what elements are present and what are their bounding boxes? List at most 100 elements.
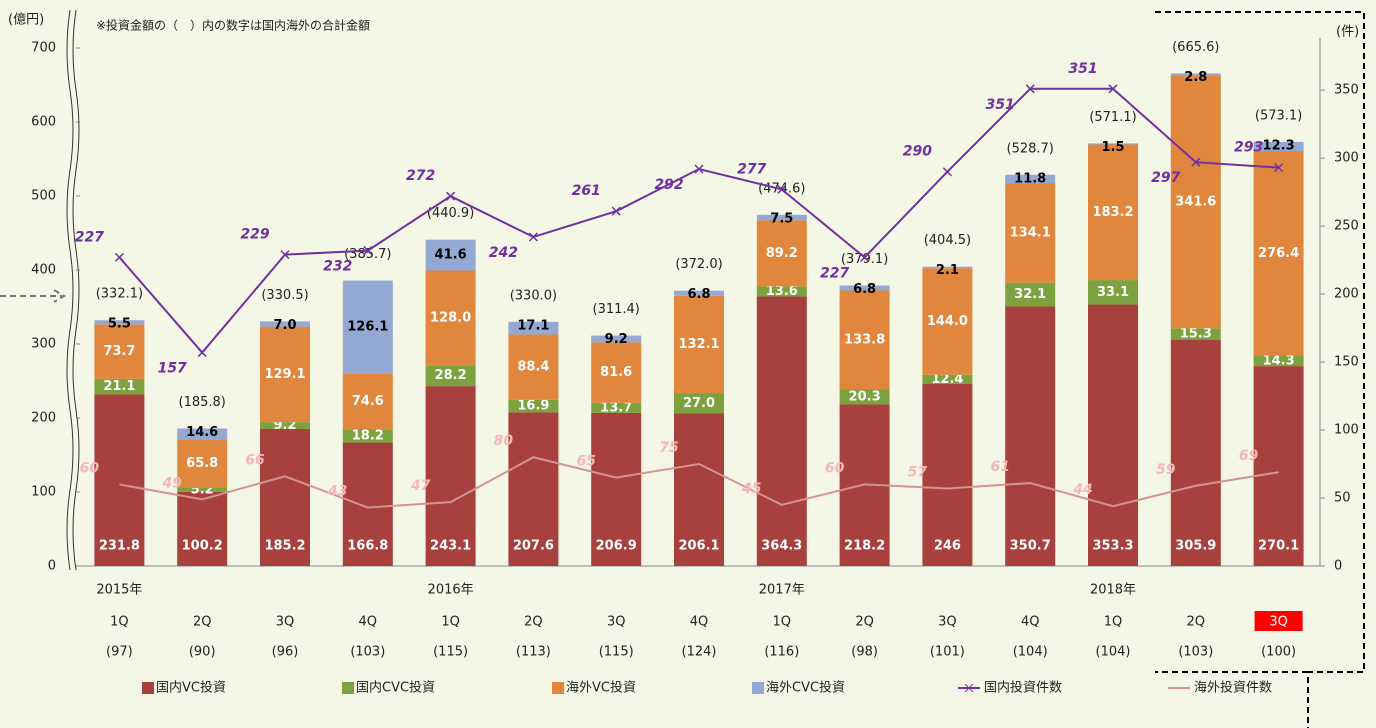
bar-value-label: 364.3 <box>761 539 802 554</box>
bar-segment <box>922 266 973 269</box>
line-marker <box>197 348 207 358</box>
legend-label: 国内投資件数 <box>984 680 1062 696</box>
line-value-label: 242 <box>489 245 518 261</box>
line-value-label: 157 <box>158 361 187 377</box>
legend-swatch <box>552 682 564 694</box>
bar-segment <box>591 412 642 566</box>
line-value-label: 290 <box>903 144 932 160</box>
bar-value-label: 350.7 <box>1010 539 1051 554</box>
legend-swatch <box>142 682 154 694</box>
bar-segment <box>591 335 642 343</box>
x-tick-label: 4Q <box>690 615 709 630</box>
line-value-label: 229 <box>240 227 269 243</box>
line-value-label: 351 <box>986 97 1015 113</box>
bar-segment <box>508 412 559 566</box>
bar-segment <box>1253 366 1304 566</box>
line-marker <box>1191 157 1201 167</box>
y-tick-label: 500 <box>31 189 56 204</box>
total-label: (573.1) <box>1255 108 1302 123</box>
line-value-label: 75 <box>659 440 679 456</box>
y-tick-label: 600 <box>31 115 56 130</box>
bar-value-label: 276.4 <box>1258 246 1299 261</box>
total-label: (330.0) <box>510 288 557 303</box>
period-count: (115) <box>599 645 634 660</box>
bar-segment <box>839 389 890 405</box>
bar-segment <box>1088 280 1138 305</box>
bar-value-label: 41.6 <box>435 248 467 263</box>
y-tick-label: 100 <box>31 485 56 500</box>
bar-segment <box>342 442 393 566</box>
bar-segment <box>94 394 145 566</box>
x-tick-label: 4Q <box>1021 615 1040 630</box>
bar-value-label: 6.8 <box>687 287 710 302</box>
arrow <box>0 289 66 303</box>
bar-segment <box>177 439 228 489</box>
y2-tick-label: 200 <box>1334 287 1359 302</box>
period-count: (101) <box>930 645 965 660</box>
line-marker <box>114 252 124 262</box>
total-label: (379.1) <box>841 252 888 267</box>
x-tick-label: 1Q <box>773 615 792 630</box>
bar-segment <box>1088 143 1138 145</box>
bar-segment <box>756 220 807 287</box>
legend-label: 海外CVC投資 <box>766 680 845 696</box>
bar-value-label: 243.1 <box>430 539 471 554</box>
bar-segment <box>1253 355 1304 367</box>
x-tick-label: 3Q <box>607 615 626 630</box>
bar-value-label: 183.2 <box>1092 205 1133 220</box>
y-tick-label: 200 <box>31 411 56 426</box>
bar-segment <box>1253 141 1304 152</box>
period-count: (104) <box>1013 645 1048 660</box>
highlight <box>1254 611 1303 631</box>
line-value-label: 47 <box>410 478 431 494</box>
x-tick-label: 4Q <box>359 615 378 630</box>
bar-segment <box>1088 144 1138 281</box>
bar-value-label: 353.3 <box>1092 539 1133 554</box>
bar-segment <box>177 428 228 440</box>
bar-value-label: 166.8 <box>347 539 388 554</box>
bar-segment <box>756 214 807 221</box>
bar-value-label: 1.5 <box>1101 140 1124 155</box>
legend-swatch <box>964 683 974 693</box>
bar-segment <box>674 295 724 394</box>
bar-segment <box>342 280 393 374</box>
bar-segment <box>1005 306 1056 566</box>
bar-segment <box>1170 75 1221 329</box>
line-marker <box>1274 163 1284 173</box>
bar-value-label: 14.3 <box>1263 353 1295 368</box>
period-count: (103) <box>1178 645 1213 660</box>
period-count: (113) <box>516 645 551 660</box>
line-value-label: 49 <box>161 475 182 491</box>
total-label: (330.5) <box>261 288 308 303</box>
bar-segment <box>177 488 228 492</box>
x-tick-label: 2Q <box>524 615 543 630</box>
bar-segment <box>177 491 228 566</box>
bar-value-label: 33.1 <box>1097 285 1129 300</box>
total-label: (571.1) <box>1089 110 1136 125</box>
bar-value-label: 206.9 <box>596 539 637 554</box>
bar-segment <box>756 286 807 297</box>
bar-value-label: 20.3 <box>849 390 881 405</box>
bar-segment <box>508 321 559 335</box>
bar-value-label: 100.2 <box>182 539 223 554</box>
x-tick-label: 2Q <box>193 615 212 630</box>
legend-swatch <box>342 682 354 694</box>
bar-value-label: 134.1 <box>1010 226 1051 241</box>
bar-segment <box>508 334 559 400</box>
y-axis-label: (億円) <box>8 12 44 28</box>
total-label: (404.5) <box>924 233 971 248</box>
line-value-label: 61 <box>990 459 1009 475</box>
bar-value-label: 7.0 <box>273 318 296 333</box>
line <box>119 456 1279 509</box>
period-count: (96) <box>272 645 299 660</box>
bar-value-label: 128.0 <box>430 310 471 325</box>
bar-segment <box>591 402 642 413</box>
bar-segment <box>839 285 890 291</box>
note: ※投資金額の（ ）内の数字は国内海外の合計金額 <box>96 18 370 33</box>
bar-segment <box>674 393 724 414</box>
period-count: (104) <box>1096 645 1131 660</box>
legend-label: 海外投資件数 <box>1194 680 1272 696</box>
line-marker <box>446 191 456 201</box>
total-label: (665.6) <box>1172 40 1219 55</box>
bar-value-label: 126.1 <box>347 320 388 335</box>
